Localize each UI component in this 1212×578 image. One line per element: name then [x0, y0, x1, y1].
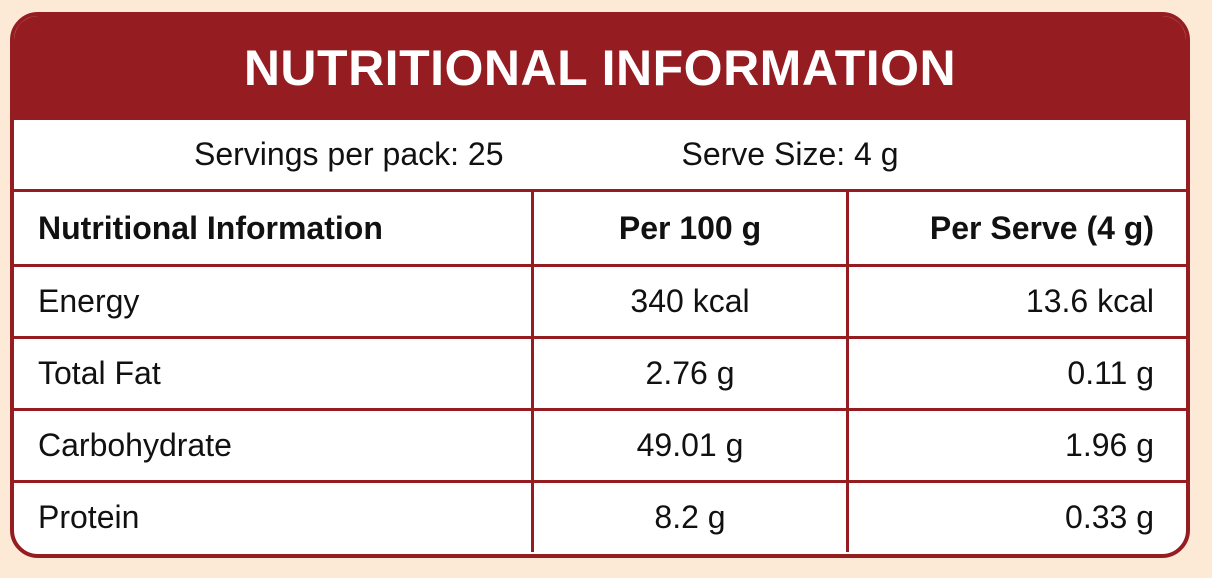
table-cell: Protein [38, 499, 140, 535]
table-cell: 0.33 g [846, 483, 1186, 552]
serve-size: Serve Size: 4 g [681, 136, 899, 172]
table-cell: 340 kcal [531, 267, 846, 336]
nutrition-panel: NUTRITIONAL INFORMATION Servings per pac… [10, 12, 1190, 558]
table-row: Energy 340 kcal 13.6 kcal [14, 264, 1186, 336]
table-cell: Carbohydrate [38, 427, 232, 463]
table-cell: 49.01 g [531, 411, 846, 480]
table-cell: 8.2 g [531, 483, 846, 552]
servings-row: Servings per pack: 25 Serve Size: 4 g [14, 120, 1186, 192]
table-cell: 2.76 g [531, 339, 846, 408]
header-row: Nutritional Information Per 100 g Per Serv… [14, 192, 1186, 264]
column-header: Nutritional Information [38, 209, 383, 246]
column-header: Per Serve (4 g) [846, 192, 1186, 264]
table-row: Total Fat 2.76 g 0.11 g [14, 336, 1186, 408]
table-cell: Energy [38, 283, 140, 319]
table-cell: 1.96 g [846, 411, 1186, 480]
panel-title: NUTRITIONAL INFORMATION [14, 16, 1186, 120]
table-cell: 0.11 g [846, 339, 1186, 408]
table-cell: 13.6 kcal [846, 267, 1186, 336]
table-row: Carbohydrate 49.01 g 1.96 g [14, 408, 1186, 480]
table-cell: Total Fat [38, 355, 161, 391]
nutrition-table: Nutritional Information Per 100 g Per Serv… [14, 192, 1186, 552]
table-row: Protein 8.2 g 0.33 g [14, 480, 1186, 552]
column-header: Per 100 g [531, 192, 846, 264]
servings-per-pack: Servings per pack: 25 [194, 136, 504, 172]
